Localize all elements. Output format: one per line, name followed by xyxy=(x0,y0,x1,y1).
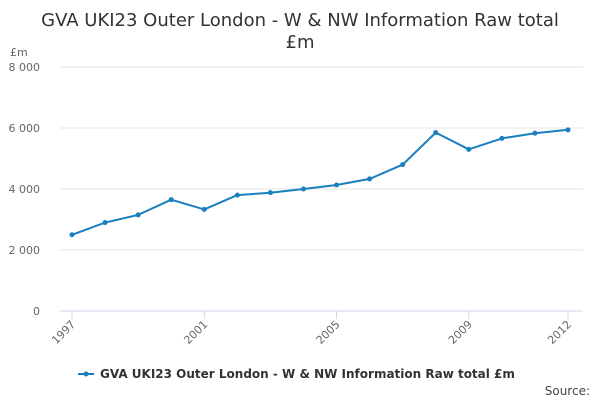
y-tick-label: 4 000 xyxy=(9,183,41,196)
x-tick-label: 2005 xyxy=(314,318,343,347)
x-axis xyxy=(60,310,583,319)
x-tick-label: 2009 xyxy=(446,318,475,347)
data-point-2007 xyxy=(400,162,406,168)
data-point-2010 xyxy=(499,135,505,141)
grid-lines xyxy=(60,66,583,251)
series-line-0 xyxy=(71,128,569,236)
source-label: Source: xyxy=(545,384,590,398)
data-point-2002 xyxy=(234,192,240,198)
y-tick-label: 8 000 xyxy=(9,61,41,74)
y-tick-label: 0 xyxy=(33,305,40,318)
series-group xyxy=(69,127,571,238)
x-tick-label: 2012 xyxy=(545,318,574,347)
legend-item-label[interactable]: GVA UKI23 Outer London - W & NW Informat… xyxy=(100,367,515,381)
x-tick-label: 2001 xyxy=(181,318,210,347)
data-point-2006 xyxy=(367,176,373,182)
data-point-2012 xyxy=(565,127,571,133)
data-point-2005 xyxy=(334,182,340,188)
data-point-1998 xyxy=(102,220,108,226)
legend[interactable]: GVA UKI23 Outer London - W & NW Informat… xyxy=(78,367,515,381)
data-point-1997 xyxy=(69,232,75,238)
data-point-2009 xyxy=(466,146,472,152)
data-point-2001 xyxy=(201,206,207,212)
y-tick-label: 2 000 xyxy=(9,244,41,257)
chart-title: GVA UKI23 Outer London - W & NW Informat… xyxy=(41,10,559,53)
y-axis-tick-labels: 0 2 000 4 000 6 000 8 000 xyxy=(9,61,41,318)
y-axis-unit-label: £m xyxy=(10,46,28,59)
chart-title-line-1: GVA UKI23 Outer London - W & NW Informat… xyxy=(41,10,559,31)
legend-marker-dot xyxy=(83,371,89,377)
data-point-2011 xyxy=(532,130,538,136)
chart-title-line-2: £m xyxy=(286,32,315,53)
data-point-1999 xyxy=(135,212,141,218)
x-axis-tick-labels: 1997 2001 2005 2009 2012 xyxy=(49,318,574,347)
data-point-2008 xyxy=(433,130,439,136)
data-point-2000 xyxy=(168,197,174,203)
y-tick-label: 6 000 xyxy=(9,122,41,135)
x-tick-label: 1997 xyxy=(49,318,78,347)
data-point-2004 xyxy=(300,186,306,192)
data-point-2003 xyxy=(267,190,273,196)
